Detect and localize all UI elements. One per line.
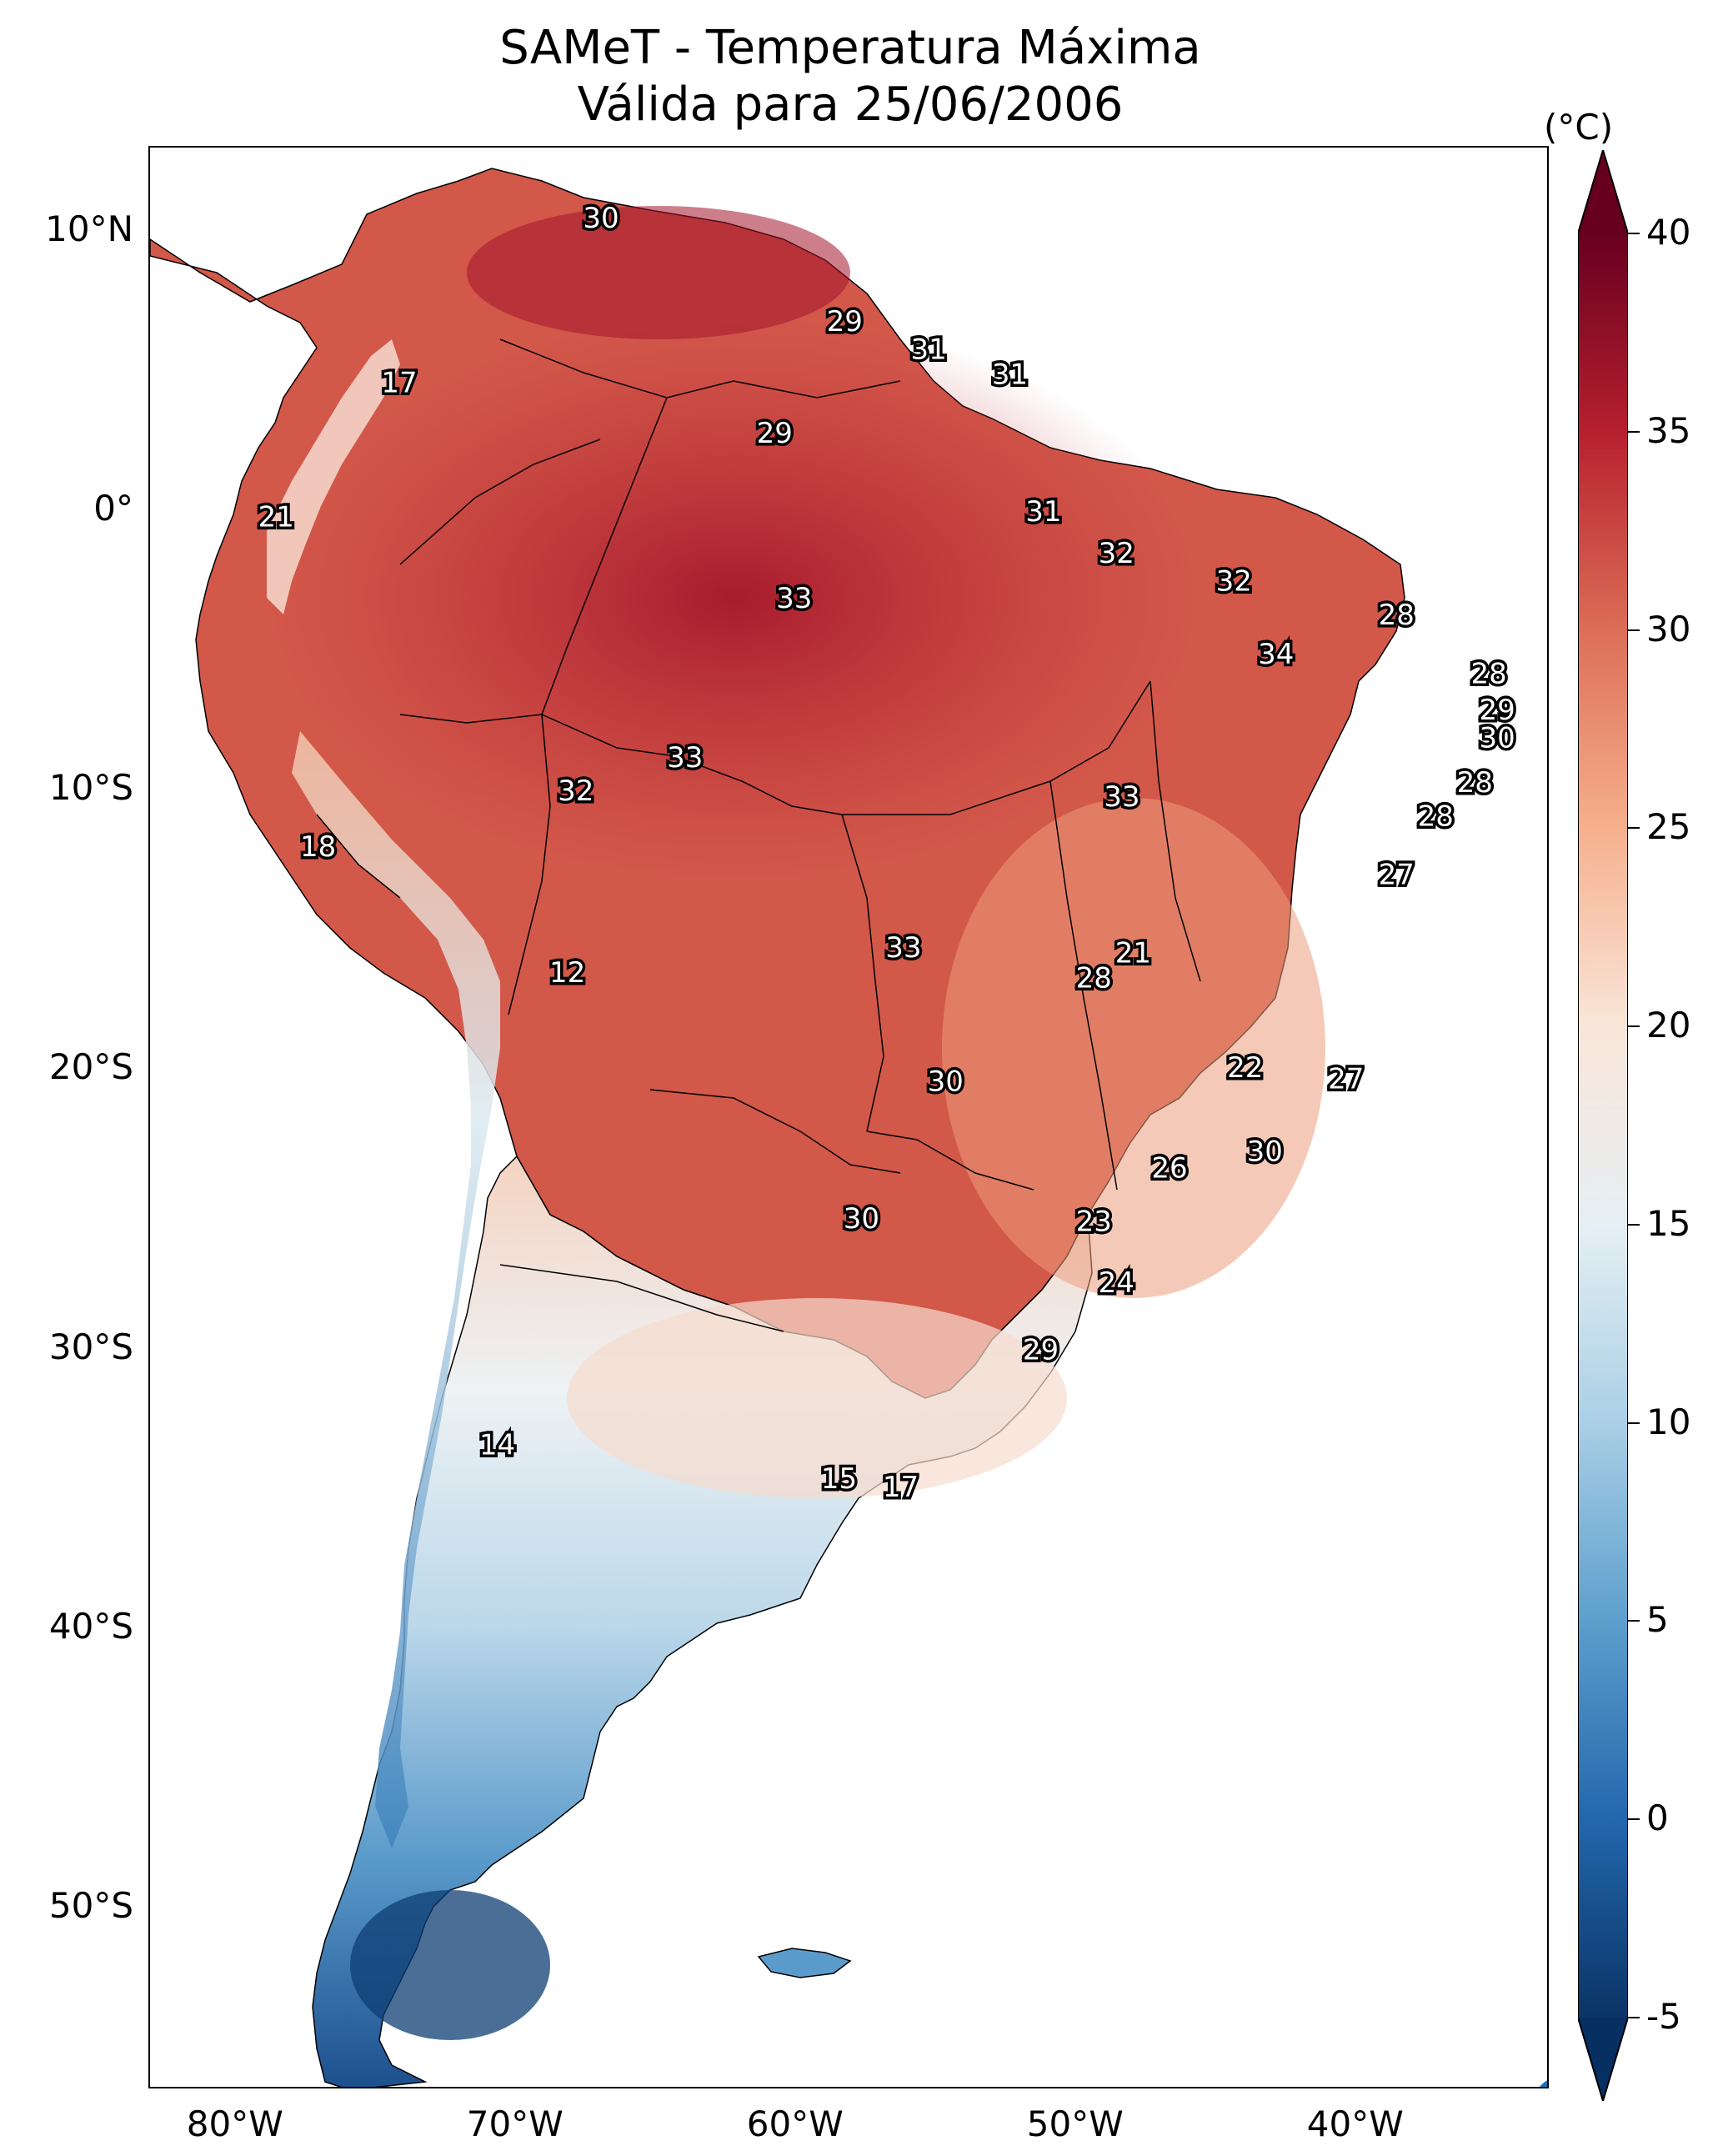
colorbar-tick-mark <box>1628 1025 1640 1028</box>
lat-tick-label: 40°S <box>48 1605 133 1647</box>
map-subtitle: Válida para 25/06/2006 <box>577 78 1124 132</box>
lat-tick-label: 0° <box>93 487 133 529</box>
city-temp-label: 30 <box>1480 721 1515 755</box>
city-temp-label: 28 <box>1457 766 1493 800</box>
colorbar-tick-label: 10 <box>1646 1401 1691 1442</box>
city-temp-label: 22 <box>1227 1051 1263 1085</box>
colorbar-tick-label: 25 <box>1646 806 1691 848</box>
colorbar-unit: (°C) <box>1544 107 1614 148</box>
city-temp-label: 14 <box>479 1429 515 1462</box>
colorbar <box>1578 150 1628 2101</box>
city-temp-label: 17 <box>883 1471 919 1504</box>
city-temp-label: 17 <box>381 367 417 400</box>
colorbar-tick-mark <box>1628 1818 1640 1821</box>
city-temp-label: 32 <box>558 775 594 808</box>
colorbar-tick-mark <box>1628 2017 1640 2018</box>
city-temp-label: 32 <box>1099 537 1134 570</box>
city-temp-label: 31 <box>910 333 946 366</box>
colorbar-tick-label: 30 <box>1646 608 1691 649</box>
lat-tick-label: 10°S <box>48 767 133 809</box>
city-temp-label: 18 <box>300 830 336 864</box>
city-temp-label: 15 <box>821 1462 857 1496</box>
city-temp-label: 30 <box>928 1065 964 1099</box>
city-temp-label: 28 <box>1379 599 1415 632</box>
city-temp-label: 30 <box>1247 1136 1283 1169</box>
andes-cold-stripe <box>292 731 500 1848</box>
city-temp-label: 34 <box>1258 638 1294 671</box>
city-temp-label: 12 <box>549 956 585 990</box>
colorbar-tick-label: 5 <box>1646 1599 1669 1641</box>
colorbar-tick-label: 0 <box>1646 1798 1669 1839</box>
colorbar-tick-mark <box>1628 629 1640 631</box>
colorbar-tick-label: 35 <box>1646 409 1691 451</box>
map-title: SAMeT - Temperatura Máxima <box>499 21 1201 75</box>
city-temp-label: 29 <box>757 417 793 450</box>
city-temp-label: 28 <box>1076 962 1112 995</box>
city-temp-label: 33 <box>1104 780 1139 814</box>
city-temp-label: 29 <box>1023 1334 1059 1367</box>
lon-tick-label: 70°W <box>466 2103 563 2144</box>
northern-andes-cool <box>267 339 400 614</box>
city-temp-label: 31 <box>1025 495 1061 529</box>
city-temp-label: 21 <box>258 501 294 534</box>
city-temp-label: 26 <box>1151 1152 1187 1186</box>
pampas-mild <box>567 1298 1067 1498</box>
lat-tick-label: 10°N <box>45 208 133 249</box>
city-temp-label: 33 <box>667 741 703 775</box>
colorbar-tick-mark <box>1628 827 1640 830</box>
city-temp-label: 30 <box>583 202 619 235</box>
colorbar-tick-mark <box>1628 430 1640 433</box>
colorbar-tick-label: -5 <box>1646 1996 1681 2037</box>
lon-tick-label: 50°W <box>1026 2103 1124 2144</box>
falkland-islands <box>757 1948 852 1978</box>
colorbar-tick-mark <box>1628 1421 1640 1424</box>
lat-tick-label: 20°S <box>48 1046 133 1088</box>
lat-tick-label: 30°S <box>48 1326 133 1367</box>
city-temp-label: 29 <box>1480 694 1515 727</box>
city-temp-label: 27 <box>1379 859 1415 892</box>
city-temp-label: 27 <box>1328 1062 1364 1096</box>
map-frame: 30 29 31 31 17 29 21 31 32 32 33 28 34 28 29 30 33 28 32 33… <box>148 146 1549 2088</box>
city-temp-label: 23 <box>1076 1205 1112 1238</box>
lon-tick-label: 40°W <box>1306 2103 1404 2144</box>
country-borders <box>316 338 1201 1332</box>
colorbar-tick-mark <box>1628 1223 1640 1226</box>
lat-tick-label: 50°S <box>48 1885 133 1927</box>
colorbar-tick-label: 15 <box>1646 1202 1691 1244</box>
city-temp-label: 24 <box>1099 1266 1134 1300</box>
city-temp-label: 29 <box>827 305 863 338</box>
inpe-logo: INPE <box>1540 2080 1547 2087</box>
city-temp-label: 33 <box>776 582 812 615</box>
colorbar-tick-mark <box>1628 233 1640 234</box>
city-temp-label: 28 <box>1470 657 1506 690</box>
colorbar-tick-label: 40 <box>1646 212 1691 253</box>
city-temp-label: 30 <box>844 1202 879 1236</box>
city-temp-label: 33 <box>885 931 921 965</box>
city-temp-label: 21 <box>1115 937 1151 970</box>
colorbar-tick-mark <box>1628 1620 1640 1622</box>
city-temp-label: 31 <box>992 358 1028 392</box>
patagonia-cold-core <box>350 1890 550 2040</box>
colorbar-tick-label: 20 <box>1646 1005 1691 1046</box>
city-temp-label: 28 <box>1418 800 1454 833</box>
lon-tick-label: 80°W <box>186 2103 283 2144</box>
colorbar-top-arrow <box>1578 150 1628 233</box>
lon-tick-label: 60°W <box>746 2103 844 2144</box>
colorbar-body <box>1578 233 1628 2018</box>
southeast-brazil-warm <box>942 798 1325 1298</box>
orinoco-heat-core <box>467 206 850 339</box>
amazon-heat-core <box>267 314 1200 881</box>
city-temp-label: 32 <box>1216 565 1252 599</box>
colorbar-bottom-arrow <box>1578 2018 1628 2101</box>
